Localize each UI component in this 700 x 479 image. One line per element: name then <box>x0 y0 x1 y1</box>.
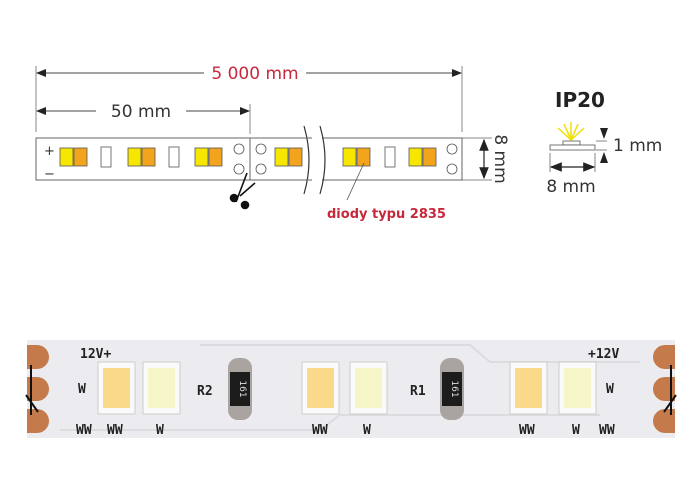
cross-width-label: 8 mm <box>546 177 595 197</box>
resistor-code: 161 <box>237 380 247 397</box>
resistor-label-r2: R2 <box>197 384 213 399</box>
copper-pads <box>27 345 675 433</box>
led-warm <box>73 147 88 167</box>
led-label: WW <box>76 423 92 438</box>
resistor-label-r1: R1 <box>410 384 426 399</box>
led-warm <box>356 147 371 167</box>
width-dimension: 8 mm <box>479 134 510 184</box>
led-warm <box>208 147 223 167</box>
diode-leader-line <box>346 162 365 201</box>
resistor-code: 161 <box>449 380 459 397</box>
height-label: 1 mm <box>613 136 662 156</box>
led-label: WW <box>599 423 615 438</box>
cross-section: IP20 1 mm 8 mm <box>546 88 662 197</box>
solder-pads <box>233 143 458 175</box>
led-warm <box>422 147 437 167</box>
right-voltage-label: +12V <box>588 347 619 362</box>
width-label: 8 mm <box>490 134 510 183</box>
led-white <box>342 147 357 167</box>
led-white <box>127 147 142 167</box>
led-label: WW <box>519 423 535 438</box>
photo-resistors: 161 161 <box>228 358 464 420</box>
led-label: W <box>78 382 86 397</box>
break-mark <box>319 125 326 195</box>
led-warm <box>141 147 156 167</box>
led-white <box>194 147 209 167</box>
extension-lines <box>35 66 492 181</box>
light-rays-icon <box>557 122 585 141</box>
cut-marks <box>25 365 677 415</box>
ip-rating: IP20 <box>555 88 605 112</box>
led-warm <box>288 147 303 167</box>
total-length-dimension: 5 000 mm <box>36 64 462 84</box>
led-white <box>59 147 74 167</box>
left-voltage-label: 12V+ <box>80 347 111 362</box>
plus-sign: + <box>44 144 55 159</box>
break-gap <box>304 128 322 192</box>
led-label: W <box>606 382 614 397</box>
led-white <box>274 147 289 167</box>
minus-sign: − <box>44 167 55 182</box>
photo-leds <box>97 361 597 415</box>
led-label: W <box>363 423 371 438</box>
led-label: WW <box>107 423 123 438</box>
strip-drawing: + − <box>35 125 463 195</box>
led-label: W <box>156 423 164 438</box>
led-white <box>408 147 423 167</box>
total-length-label: 5 000 mm <box>211 64 298 84</box>
break-mark <box>303 125 310 195</box>
led-label: WW <box>312 423 328 438</box>
led-pairs <box>59 147 437 167</box>
scissors-icon <box>229 172 256 210</box>
strip-photo: 161 161 12V+ +12V R2 R1 W WW WW W WW W W… <box>25 340 677 438</box>
diode-type-label: diody typu 2835 <box>327 207 446 222</box>
resistors <box>100 146 396 168</box>
segment-length-label: 50 mm <box>111 102 171 122</box>
led-label: W <box>572 423 580 438</box>
segment-length-dimension: 50 mm <box>36 102 250 122</box>
